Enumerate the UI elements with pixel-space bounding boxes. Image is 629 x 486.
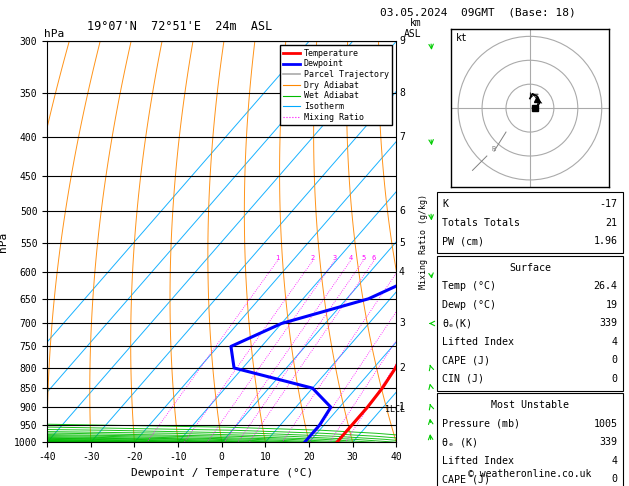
Text: 7: 7 [399, 132, 405, 142]
Text: Temp (°C): Temp (°C) [442, 281, 496, 291]
Text: Lifted Index: Lifted Index [442, 337, 514, 347]
Text: © weatheronline.co.uk: © weatheronline.co.uk [468, 469, 592, 479]
Text: 4: 4 [399, 267, 405, 277]
Text: 5: 5 [361, 255, 365, 261]
Text: kt: kt [456, 33, 467, 43]
Text: 4: 4 [348, 255, 352, 261]
Text: 4: 4 [611, 337, 618, 347]
Text: 1005: 1005 [594, 419, 618, 429]
Text: Pressure (mb): Pressure (mb) [442, 419, 520, 429]
Text: Mixing Ratio (g/kg): Mixing Ratio (g/kg) [419, 194, 428, 289]
Text: 339: 339 [599, 318, 618, 328]
Text: 0: 0 [611, 355, 618, 365]
Text: CAPE (J): CAPE (J) [442, 355, 490, 365]
Text: 21: 21 [606, 218, 618, 227]
Text: -17: -17 [599, 199, 618, 209]
Text: 0: 0 [611, 474, 618, 484]
Text: 5: 5 [399, 238, 405, 248]
Text: Surface: Surface [509, 263, 551, 273]
Text: Dewp (°C): Dewp (°C) [442, 300, 496, 310]
Text: 339: 339 [599, 437, 618, 447]
Text: CIN (J): CIN (J) [442, 374, 484, 383]
Text: km
ASL: km ASL [404, 18, 421, 39]
Y-axis label: hPa: hPa [0, 232, 8, 252]
X-axis label: Dewpoint / Temperature (°C): Dewpoint / Temperature (°C) [131, 468, 313, 478]
Text: K: K [442, 199, 448, 209]
Text: 2: 2 [311, 255, 314, 261]
Text: CAPE (J): CAPE (J) [442, 474, 490, 484]
Text: 9: 9 [399, 36, 405, 46]
Text: hPa: hPa [44, 29, 64, 39]
Text: 3: 3 [332, 255, 337, 261]
Text: 1LCL: 1LCL [385, 404, 405, 414]
Text: 26.4: 26.4 [594, 281, 618, 291]
Text: PW (cm): PW (cm) [442, 236, 484, 246]
Text: 0: 0 [611, 374, 618, 383]
Text: 1: 1 [399, 402, 405, 412]
Text: 3: 3 [399, 318, 405, 329]
Text: θₑ(K): θₑ(K) [442, 318, 472, 328]
Text: 2: 2 [399, 363, 405, 373]
Text: Lifted Index: Lifted Index [442, 456, 514, 466]
Text: R: R [492, 146, 496, 152]
Text: Totals Totals: Totals Totals [442, 218, 520, 227]
Text: θₑ (K): θₑ (K) [442, 437, 478, 447]
Text: 4: 4 [611, 456, 618, 466]
Text: Most Unstable: Most Unstable [491, 400, 569, 410]
Text: 1: 1 [276, 255, 279, 261]
Text: 8: 8 [399, 87, 405, 98]
Text: 6: 6 [372, 255, 376, 261]
Text: 6: 6 [399, 207, 405, 216]
Legend: Temperature, Dewpoint, Parcel Trajectory, Dry Adiabat, Wet Adiabat, Isotherm, Mi: Temperature, Dewpoint, Parcel Trajectory… [280, 46, 392, 125]
Text: 19°07'N  72°51'E  24m  ASL: 19°07'N 72°51'E 24m ASL [87, 19, 272, 33]
Text: 03.05.2024  09GMT  (Base: 18): 03.05.2024 09GMT (Base: 18) [380, 7, 576, 17]
Text: 19: 19 [606, 300, 618, 310]
Text: 1.96: 1.96 [594, 236, 618, 246]
